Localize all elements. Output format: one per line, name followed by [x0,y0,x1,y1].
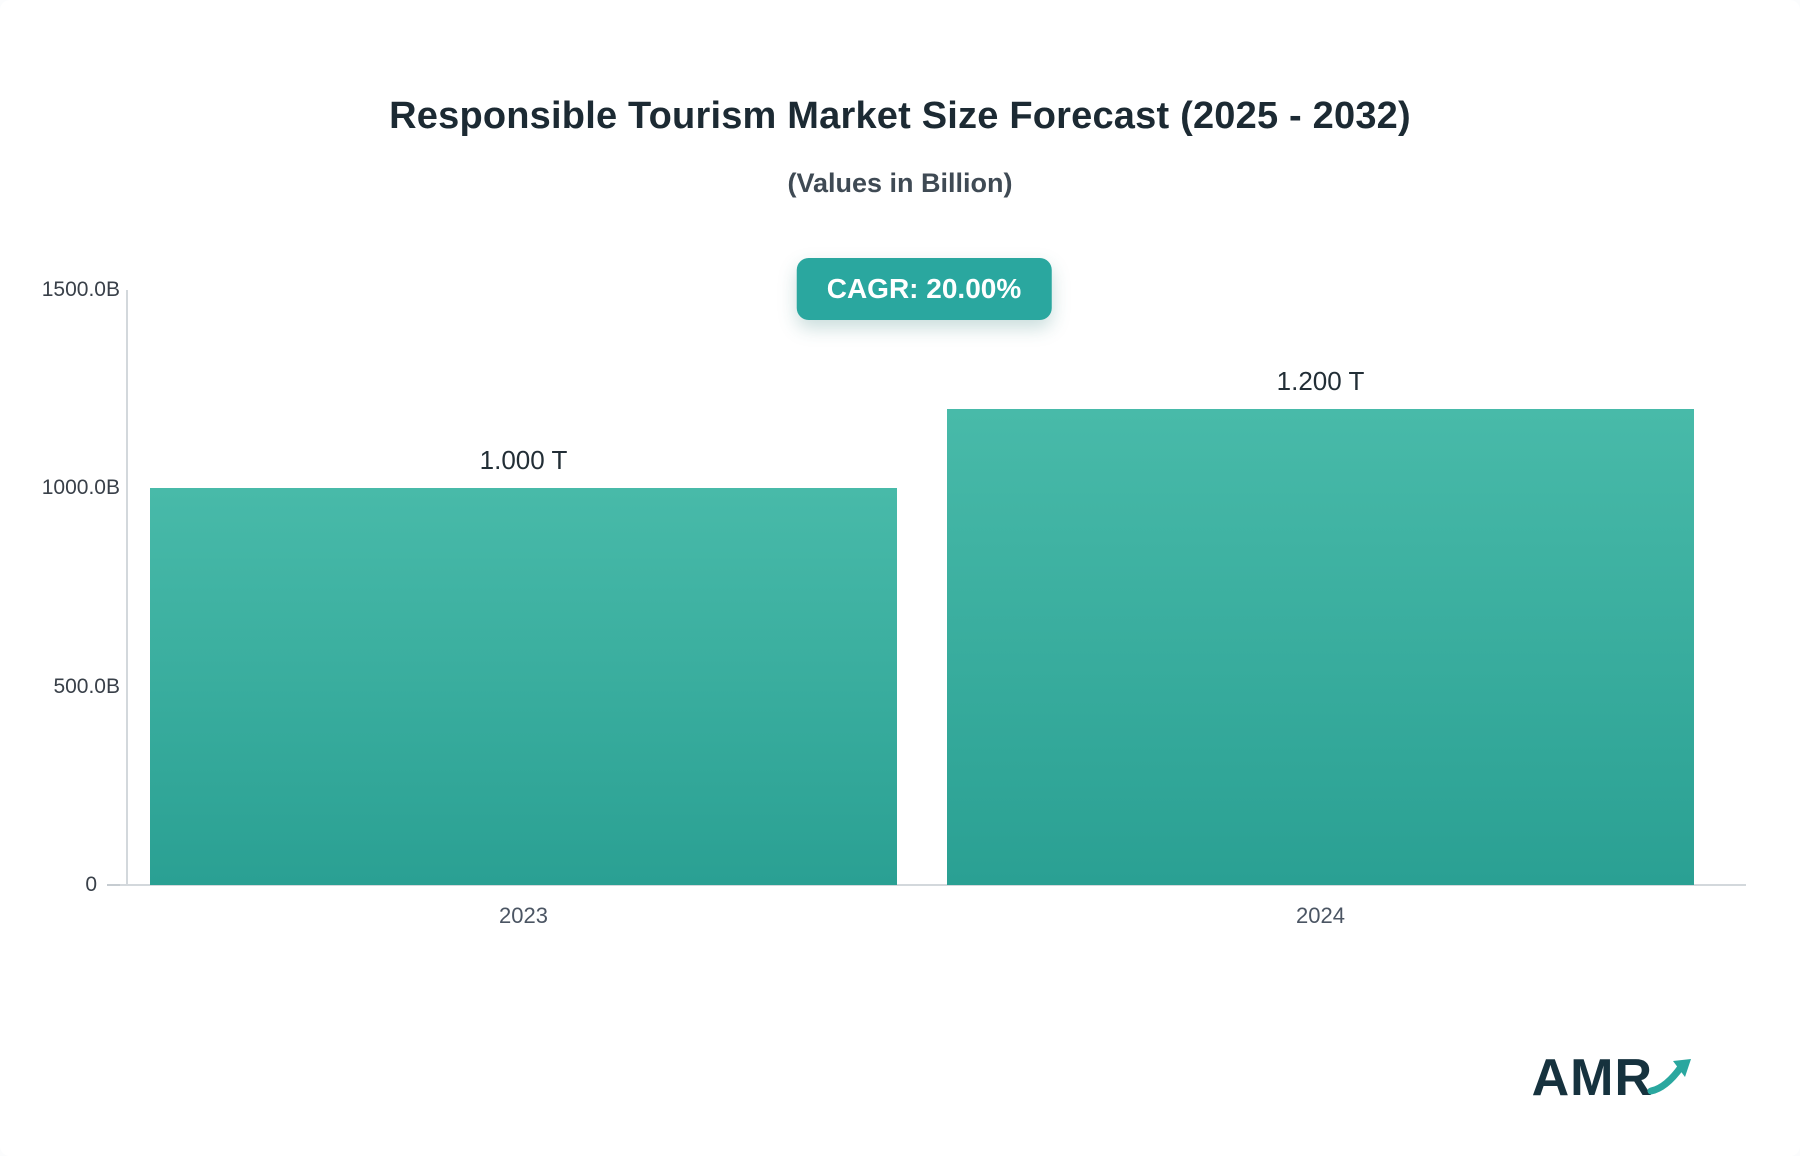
chart-title: Responsible Tourism Market Size Forecast… [389,95,1411,137]
amr-logo-text: AMR [1531,1049,1653,1107]
bar-value-label: 1.200 T [1276,366,1365,396]
chart-subtitle: (Values in Billion) [787,168,1013,198]
bars-container: 1.000 T 2023 1.200 T 2024 [126,290,1746,928]
x-axis-label: 2023 [499,903,548,928]
y-axis-tick: 1500.0B [42,278,120,302]
y-axis-tick-label: 1500.0B [41,278,120,301]
plot-area: 1500.0B 1000.0B 500.0B 0 1.000 T 2023 1.200 T… [42,278,1746,928]
bar-value-label: 1.000 T [479,445,568,476]
y-axis-tick-label: 500.0B [53,674,120,698]
cagr-badge: CAGR: 20.00% [796,258,1052,320]
y-axis-tick: 0 [85,873,120,897]
y-axis-tick-label: 1000.0B [41,476,120,500]
bar-group: 1.000 T 2023 [150,290,897,928]
bar[interactable] [947,409,1694,885]
growth-arrow-icon [1647,1057,1693,1102]
y-axis-tick-label: 0 [85,873,97,896]
bar-group: 1.200 T 2024 [947,290,1694,928]
bar[interactable] [150,488,897,885]
amr-logo: AMR [1532,1052,1693,1104]
x-axis-line [108,884,1746,886]
y-axis-tick: 1000.0B [42,476,120,500]
y-axis-line [126,290,128,885]
x-axis-label: 2024 [1296,903,1345,928]
y-axis-tick-mark [107,884,120,886]
y-axis: 1500.0B 1000.0B 500.0B 0 [42,278,1746,896]
y-axis-tick: 500.0B [53,675,120,699]
